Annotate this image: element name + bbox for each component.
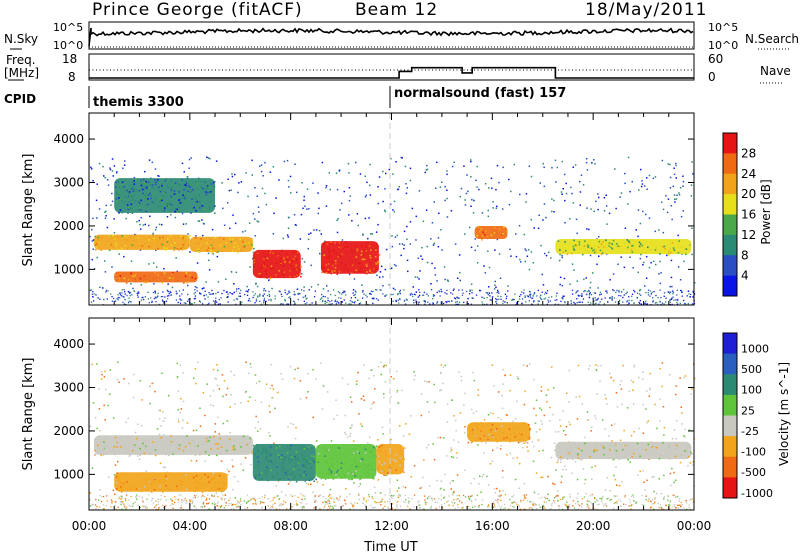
power-echo-band <box>94 234 191 252</box>
noise-right-tick-top: 10^5 <box>708 21 738 34</box>
freq-label-1: Freq. <box>6 53 36 67</box>
station-title: Prince George (fitACF) <box>92 0 303 20</box>
cpid-panel: CPID themis 3300 normalsound (fast) 157 <box>4 86 566 110</box>
velocity-echo-band <box>252 443 317 483</box>
velocity-ylabel: Slant Range [km] <box>21 358 36 471</box>
power-colorbar-tick: 28 <box>741 146 756 160</box>
freq-tick-bottom: 8 <box>68 70 76 84</box>
y-tick-label: 1000 <box>53 262 84 276</box>
velocity-colorbar-tick: -1000 <box>741 487 773 500</box>
power-colorbar-tick: 16 <box>741 208 756 222</box>
velocity-colorbar-tick: 100 <box>741 384 762 397</box>
velocity-echo-band <box>376 443 406 476</box>
y-tick-label: 3000 <box>53 176 84 190</box>
time-xlabel: Time UT <box>363 540 417 554</box>
freq-panel: Freq. [MHz] Nave 18 8 60 0 <box>4 52 791 84</box>
y-tick-label: 3000 <box>53 381 84 395</box>
power-colorbar-label: Power [dB] <box>759 179 773 244</box>
power-colorbar-tick: 24 <box>741 167 756 181</box>
x-tick-label: 08:00 <box>273 519 308 533</box>
x-tick-label: 00:00 <box>72 519 107 533</box>
nave-trace <box>89 66 694 79</box>
velocity-echo-band <box>315 443 378 481</box>
power-echo-band <box>114 178 216 214</box>
y-tick-label: 4000 <box>53 132 84 146</box>
power-echo-band <box>114 271 199 284</box>
velocity-bands-layer <box>94 422 693 493</box>
nave-tick-bottom: 0 <box>708 70 716 84</box>
power-panel: 1000 2000 3000 4000 Slant Range [km] <box>21 112 696 306</box>
y-tick-label: 2000 <box>53 424 84 438</box>
cpid-mode-1: themis 3300 <box>93 95 184 110</box>
velocity-colorbar-tick: -25 <box>741 425 759 438</box>
power-ylabel: Slant Range [km] <box>21 154 36 267</box>
noise-left-tick-top: 10^5 <box>53 21 83 34</box>
noise-panel: N.Sky N.Search 10^5 10^0 10^5 10^0 <box>4 21 799 52</box>
time-x-axis: 00:00 04:00 08:00 12:00 16:00 20:00 00:00 <box>72 519 712 533</box>
x-tick-label: 12:00 <box>374 519 409 533</box>
velocity-echo-band <box>555 441 693 461</box>
power-colorbar: 4 8 12 16 20 24 28 <box>722 132 756 297</box>
power-colorbar-tick: 4 <box>741 269 749 283</box>
velocity-colorbar-tick: -500 <box>741 466 766 479</box>
power-colorbar-tick: 12 <box>741 228 756 242</box>
power-bands-layer <box>94 178 692 284</box>
velocity-colorbar: 1000 500 100 25 -25 -100 -500 -1000 <box>722 332 773 500</box>
freq-tick-top: 18 <box>62 52 77 66</box>
nave-tick-top: 60 <box>708 52 723 66</box>
power-y-axis: 1000 2000 3000 4000 <box>53 113 695 305</box>
velocity-y-axis: 1000 2000 3000 4000 <box>53 318 695 510</box>
velocity-colorbar-tick: 25 <box>741 404 755 417</box>
velocity-colorbar-tick: -100 <box>741 446 766 459</box>
velocity-echo-band <box>467 422 531 444</box>
velocity-colorbar-tick: 1000 <box>741 342 769 355</box>
x-tick-label: 20:00 <box>576 519 611 533</box>
power-echo-band <box>474 225 508 241</box>
velocity-colorbar-tick: 500 <box>741 363 762 376</box>
y-tick-label: 4000 <box>53 337 84 351</box>
date-title: 18/May/2011 <box>585 0 708 20</box>
freq-label-2: [MHz] <box>4 66 39 80</box>
y-tick-label: 1000 <box>53 467 84 481</box>
x-tick-label: 16:00 <box>475 519 510 533</box>
x-tick-label: 00:00 <box>677 519 712 533</box>
power-echo-band <box>252 249 302 280</box>
y-tick-label: 2000 <box>53 219 84 233</box>
noise-right-tick-bottom: 10^0 <box>708 39 738 52</box>
power-colorbar-tick: 20 <box>741 187 756 201</box>
velocity-colorbar-label: Velocity [m s^-1] <box>777 362 791 466</box>
noise-right-label: N.Search <box>745 32 799 46</box>
power-colorbar-tick: 8 <box>741 248 749 262</box>
power-echo-band <box>320 241 381 275</box>
beam-title: Beam 12 <box>355 0 438 20</box>
x-tick-label: 04:00 <box>173 519 208 533</box>
power-echo-band <box>189 236 255 254</box>
velocity-echo-band <box>94 435 254 457</box>
velocity-scatter-layer <box>89 361 696 511</box>
cpid-mode-2: normalsound (fast) 157 <box>394 86 566 101</box>
noise-sky-trace <box>88 27 694 47</box>
cpid-label: CPID <box>4 92 36 106</box>
noise-left-label: N.Sky <box>4 32 38 46</box>
noise-left-tick-bottom: 10^0 <box>53 39 83 52</box>
power-echo-band <box>555 238 692 256</box>
velocity-echo-band <box>114 472 229 493</box>
nave-label: Nave <box>760 64 791 78</box>
